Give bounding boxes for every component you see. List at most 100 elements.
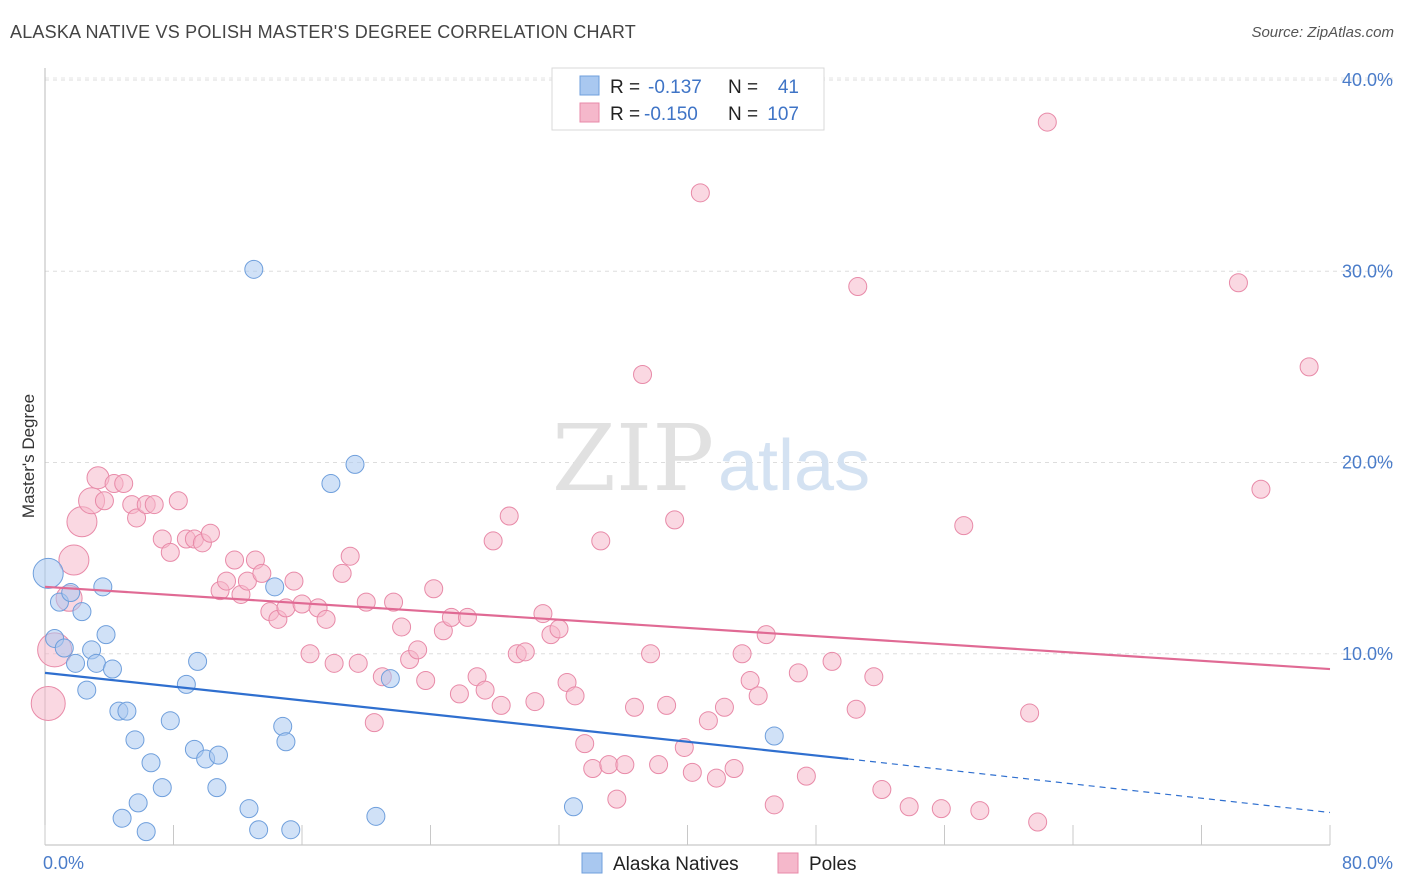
point-poles [408,640,428,660]
point-poles [217,571,237,591]
point-poles [591,531,611,551]
point-alaska-natives [273,716,293,736]
point-poles [449,684,469,704]
legend-n-value: 107 [767,104,799,125]
point-poles [764,795,784,815]
point-poles [515,642,535,662]
point-poles [1020,703,1040,723]
point-poles [225,550,245,570]
point-poles [300,644,320,664]
point-poles [624,697,644,717]
point-alaska-natives [207,778,227,798]
point-poles [364,713,384,733]
point-poles [1228,273,1248,293]
chart-title: ALASKA NATIVE VS POLISH MASTER'S DEGREE … [10,22,636,42]
trend-line-alaska-natives [44,671,849,761]
point-poles [607,789,627,809]
point-poles [822,651,842,671]
point-poles [846,699,866,719]
point-poles [332,563,352,583]
point-poles [499,506,519,526]
point-alaska-natives [244,259,264,279]
y-tick-label: 20.0% [1342,453,1393,473]
legend-n-value: 41 [778,77,799,98]
legend-n-label: N = [728,77,758,98]
point-alaska-natives [93,577,113,597]
point-poles [740,671,760,691]
point-poles [756,625,776,645]
point-poles [657,695,677,715]
point-poles [970,801,990,821]
point-poles [615,755,635,775]
legend-r-value: -0.137 [648,77,702,98]
point-poles [796,766,816,786]
point-poles [848,277,868,297]
y-axis-label: Master's Degree [19,394,38,518]
point-alaska-natives [61,583,81,603]
bottom-legend-label-poles: Poles [809,854,857,875]
point-poles [931,799,951,819]
point-poles [144,495,164,515]
point-poles [491,695,511,715]
point-poles [284,571,304,591]
x-tick-label: 80.0% [1342,853,1393,873]
point-poles [483,531,503,551]
point-poles [599,755,619,775]
point-poles [649,755,669,775]
watermark-zip: ZIP [552,405,714,512]
bottom-legend-label-alaska: Alaska Natives [613,854,739,875]
point-poles [392,617,412,637]
point-poles [424,579,444,599]
point-alaska-natives [66,653,86,673]
point-alaska-natives [239,799,259,819]
point-poles [899,797,919,817]
point-alaska-natives [86,653,106,673]
point-poles [252,563,272,583]
trend-lines [44,585,1331,814]
point-poles [724,759,744,778]
point-alaska-natives [72,602,92,622]
point-poles [340,546,360,566]
point-poles [160,542,180,562]
point-poles [316,609,336,629]
point-poles [690,183,710,203]
y-tick-label: 40.0% [1342,70,1393,90]
point-alaska-natives [112,808,132,828]
point-alaska-natives [366,806,386,826]
x-tick-label: 0.0% [43,853,84,873]
point-alaska-natives [117,701,137,721]
point-poles [665,510,685,530]
point-alaska-natives [176,674,196,694]
bottom-legend-swatch-poles [777,852,799,874]
point-poles [324,653,344,673]
point-alaska-natives [321,474,341,494]
axes [44,68,1331,846]
data-points [30,112,1319,842]
point-poles [30,685,66,721]
watermark: ZIP atlas [552,405,870,512]
point-poles [706,768,726,788]
point-poles [441,607,461,627]
tick-labels: 10.0% 20.0% 30.0% 40.0% 0.0% 80.0% [43,70,1393,873]
point-alaska-natives [32,557,64,589]
watermark-atlas: atlas [718,426,870,506]
chart-source: Source: ZipAtlas.com [1251,24,1394,41]
point-alaska-natives [563,797,583,817]
point-poles [714,697,734,717]
point-poles [416,671,436,691]
point-poles [872,780,892,800]
bottom-legend-swatch-alaska [581,852,603,874]
point-poles [641,644,661,664]
point-poles [1028,812,1048,832]
point-alaska-natives [141,753,161,773]
point-poles [633,365,653,385]
point-poles [748,686,768,706]
point-poles [698,711,718,731]
point-alaska-natives [152,778,172,798]
point-alaska-natives [764,726,784,746]
point-alaska-natives [136,822,156,842]
point-poles [864,667,884,687]
point-alaska-natives [96,625,116,645]
point-poles [457,607,477,627]
point-poles [168,491,188,511]
